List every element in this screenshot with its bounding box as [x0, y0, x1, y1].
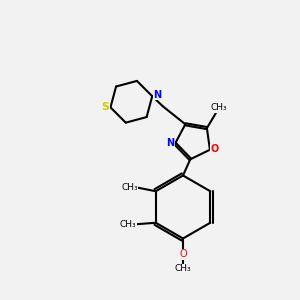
Text: O: O — [210, 144, 218, 154]
Text: O: O — [179, 249, 187, 260]
Text: CH₃: CH₃ — [211, 103, 227, 112]
Text: N: N — [154, 90, 162, 100]
Text: S: S — [101, 102, 109, 112]
Text: CH₃: CH₃ — [121, 183, 138, 192]
Text: CH₃: CH₃ — [119, 220, 136, 229]
Text: CH₃: CH₃ — [175, 264, 191, 273]
Text: N: N — [167, 138, 175, 148]
